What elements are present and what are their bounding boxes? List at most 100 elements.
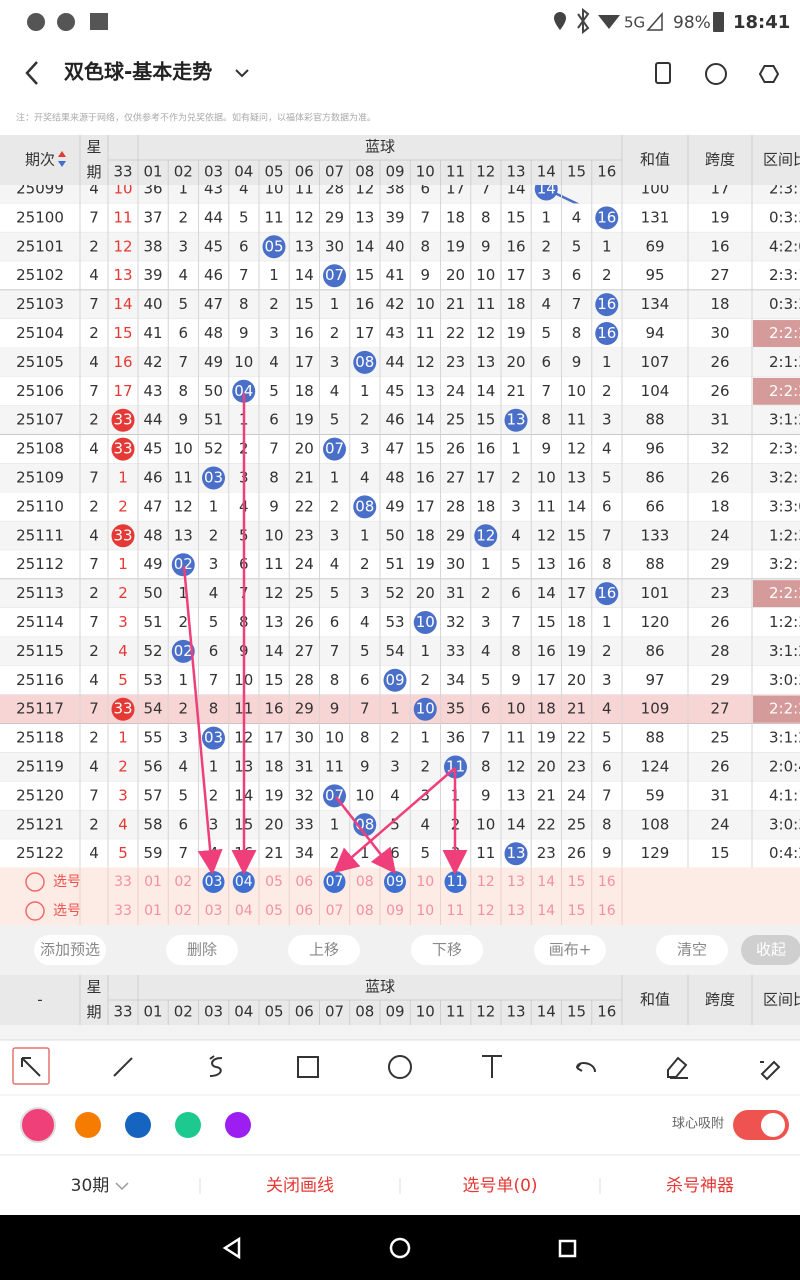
tool[interactable]: [760, 1060, 781, 1081]
select-num[interactable]: 09: [386, 903, 404, 919]
ratio: 2:2:2: [769, 382, 800, 400]
select-num[interactable]: 12: [477, 874, 495, 890]
button[interactable]: [741, 935, 800, 965]
page-title[interactable]: 双色球-基本走势: [64, 60, 212, 84]
tool[interactable]: [388, 1055, 412, 1079]
select-num[interactable]: 06: [295, 903, 313, 919]
footer-item[interactable]: 关闭画线: [266, 1176, 334, 1196]
select-num[interactable]: 14: [537, 903, 555, 919]
select-num[interactable]: 08: [356, 903, 374, 919]
icon-settings[interactable]: [758, 65, 780, 83]
blue-cell: 19: [416, 555, 435, 573]
header-ratio: 区间比: [763, 151, 800, 169]
dropdown[interactable]: [235, 69, 249, 78]
select-num[interactable]: 16: [598, 874, 616, 890]
sort-icon[interactable]: [58, 151, 66, 157]
color-swatch[interactable]: [225, 1112, 251, 1138]
select-num[interactable]: 10: [416, 903, 434, 919]
sort-icon[interactable]: [58, 161, 66, 167]
back-button[interactable]: [25, 61, 38, 85]
select-num[interactable]: 11: [447, 903, 465, 919]
select-num[interactable]: 15: [568, 903, 586, 919]
select-num[interactable]: 03: [205, 903, 223, 919]
select-num[interactable]: 01: [144, 874, 162, 890]
select-num[interactable]: 02: [174, 903, 192, 919]
tool[interactable]: [297, 1056, 319, 1078]
blue-cell: 10: [325, 729, 344, 747]
select-red[interactable]: 33: [114, 903, 132, 919]
tool[interactable]: [667, 1056, 688, 1079]
select-num[interactable]: 11: [447, 874, 465, 890]
red-cell: 4: [118, 815, 128, 833]
select-num[interactable]: 12: [477, 903, 495, 919]
select-num[interactable]: 15: [568, 874, 586, 890]
blue-cell: 5: [330, 411, 340, 429]
button-label[interactable]: 添加预选: [40, 941, 100, 959]
select-num[interactable]: 01: [144, 903, 162, 919]
nav-home[interactable]: [389, 1237, 411, 1259]
select-num[interactable]: 13: [507, 874, 525, 890]
blue-cell: 33: [446, 642, 465, 660]
color-swatch[interactable]: [125, 1112, 151, 1138]
blue-cell: 5: [269, 382, 279, 400]
select-num[interactable]: 10: [416, 874, 434, 890]
button-label[interactable]: 上移: [309, 941, 339, 959]
blue-cell: 28: [446, 497, 465, 515]
tool[interactable]: [482, 1055, 502, 1078]
color-swatch[interactable]: [175, 1112, 201, 1138]
footer-item[interactable]: 杀号神器: [666, 1176, 734, 1196]
select-num[interactable]: 05: [265, 874, 283, 890]
color-swatch[interactable]: [75, 1112, 101, 1138]
button-label[interactable]: 清空: [677, 941, 707, 959]
blue-cell: 18: [295, 382, 314, 400]
select-num[interactable]: 08: [356, 874, 374, 890]
select-num[interactable]: 16: [598, 903, 616, 919]
blue-cell: 20: [446, 266, 465, 284]
blue-cell: 3: [178, 729, 188, 747]
select-num[interactable]: 07: [326, 903, 344, 919]
blue-cell: 2: [420, 671, 430, 689]
button-label[interactable]: 删除: [187, 941, 217, 959]
issue: 25107: [16, 411, 64, 429]
button[interactable]: [534, 935, 606, 965]
button-label[interactable]: 下移: [432, 941, 462, 959]
select-red[interactable]: 33: [114, 874, 132, 890]
red-cell: 2: [118, 497, 128, 515]
nav-recent[interactable]: [558, 1239, 577, 1258]
button[interactable]: [166, 935, 238, 965]
select-radio[interactable]: [25, 901, 45, 921]
select-num[interactable]: 02: [174, 874, 192, 890]
select-num[interactable]: 13: [507, 903, 525, 919]
color-swatch[interactable]: [20, 1107, 56, 1143]
select-num[interactable]: 04: [235, 903, 253, 919]
select-num[interactable]: 14: [537, 874, 555, 890]
button[interactable]: [288, 935, 360, 965]
select-num[interactable]: 09: [386, 874, 404, 890]
button[interactable]: [656, 935, 728, 965]
footer-item[interactable]: 30期: [71, 1176, 110, 1196]
red-cell: 3: [118, 613, 128, 631]
sum: 108: [641, 815, 670, 833]
select-radio[interactable]: [25, 872, 45, 892]
icon-phone[interactable]: [655, 62, 671, 84]
button-label[interactable]: 收起: [756, 941, 786, 959]
button-label[interactable]: 画布+: [549, 941, 592, 959]
blue-cell: 46: [385, 411, 404, 429]
button[interactable]: [34, 935, 106, 965]
tool[interactable]: [113, 1057, 133, 1077]
select-num[interactable]: 05: [265, 903, 283, 919]
tool-selected[interactable]: [12, 1047, 50, 1085]
button[interactable]: [411, 935, 483, 965]
tool[interactable]: [21, 1057, 41, 1077]
select-num[interactable]: 07: [326, 874, 344, 890]
select-num[interactable]: 06: [295, 874, 313, 890]
icon-share[interactable]: [705, 63, 727, 85]
tool[interactable]: [576, 1062, 596, 1073]
select-num[interactable]: 04: [235, 874, 253, 890]
select-num[interactable]: 03: [205, 874, 223, 890]
footer-item[interactable]: 选号单(0): [462, 1176, 537, 1196]
nav-back[interactable]: [222, 1236, 241, 1260]
tool[interactable]: [209, 1055, 223, 1077]
blue-cell: 4: [602, 700, 612, 718]
sum: 86: [645, 469, 664, 487]
